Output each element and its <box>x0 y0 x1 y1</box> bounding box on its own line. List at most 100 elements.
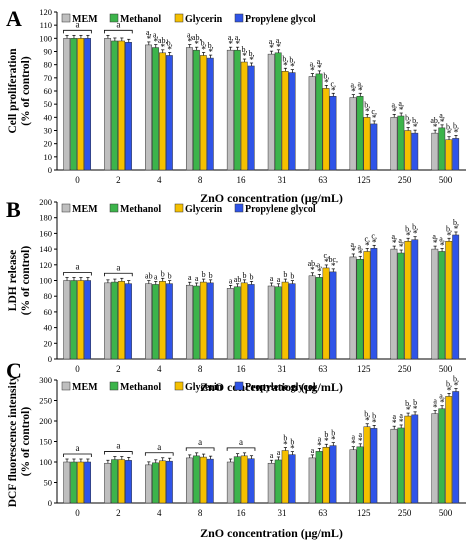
bar <box>438 408 446 504</box>
bar <box>77 461 85 504</box>
bar <box>404 130 412 171</box>
significance-letter: ab, <box>158 36 168 45</box>
bar <box>226 461 234 504</box>
significance-star: * <box>358 436 363 446</box>
significance-letter: b, <box>364 100 370 109</box>
significance-letter: a, <box>351 81 357 90</box>
bar <box>192 455 200 504</box>
significance-letter: b, <box>201 38 207 47</box>
bar <box>274 52 282 171</box>
legend-label: Glycerin <box>185 14 223 25</box>
significance-star: * <box>358 248 363 258</box>
bar <box>159 281 166 360</box>
panel-letter: B <box>6 197 21 222</box>
significance-star: * <box>276 42 281 52</box>
bar <box>356 446 364 504</box>
y-tick-label: 0 <box>48 354 52 364</box>
significance-star: * <box>290 444 295 454</box>
significance-letter: a, <box>317 260 323 269</box>
y-tick-label: 300 <box>39 375 52 385</box>
significance-letter: b, <box>453 121 459 130</box>
legend-label: Methanol <box>120 382 161 393</box>
bar <box>404 241 412 360</box>
legend-swatch <box>234 381 244 391</box>
significance-star: * <box>372 113 377 123</box>
legend-label: MEM <box>72 204 98 215</box>
x-tick-label: 8 <box>198 175 203 185</box>
bar <box>145 283 152 360</box>
y-tick-label: 200 <box>39 197 52 207</box>
bar <box>70 280 78 360</box>
significance-bracket <box>185 447 215 451</box>
x-tick-label: 63 <box>318 364 328 374</box>
legend-swatch <box>174 13 184 23</box>
significance-letter: a <box>270 451 274 460</box>
significance-star: * <box>324 436 329 446</box>
significance-star: * <box>187 37 192 47</box>
bar <box>349 256 357 360</box>
bar <box>159 460 166 504</box>
y-tick-label: 100 <box>39 457 52 467</box>
x-tick-label: 31 <box>277 175 286 185</box>
x-tick-label: 63 <box>318 508 328 518</box>
bracket-letter: a <box>116 441 120 451</box>
x-tick-label: 0 <box>75 364 80 374</box>
significance-letter: c, <box>371 231 377 240</box>
y-tick-label: 40 <box>44 112 53 122</box>
legend-swatch <box>109 13 119 23</box>
significance-star: * <box>433 122 438 132</box>
significance-star: * <box>242 51 247 61</box>
significance-letter: ab <box>145 272 153 281</box>
bar <box>370 123 378 171</box>
significance-letter: a, <box>269 37 275 46</box>
y-tick-label: 120 <box>39 7 52 17</box>
significance-star: * <box>290 62 295 72</box>
significance-star: * <box>365 416 370 426</box>
significance-letter: b, <box>412 223 418 232</box>
significance-letter: a <box>392 412 396 421</box>
bar <box>404 415 412 504</box>
bar <box>185 47 193 171</box>
y-tick-label: 40 <box>44 323 53 333</box>
significance-letter: a <box>277 448 281 457</box>
significance-letter: a, <box>439 392 445 401</box>
significance-letter: b, <box>208 41 214 50</box>
x-tick-label: 125 <box>357 364 371 374</box>
bar <box>390 428 398 504</box>
significance-star: * <box>440 240 445 250</box>
bar <box>77 38 85 171</box>
bar <box>349 449 357 504</box>
bar <box>356 96 364 171</box>
bar <box>125 42 132 171</box>
significance-bracket <box>63 453 92 457</box>
significance-star: * <box>454 127 459 137</box>
bar <box>281 450 289 504</box>
significance-star: * <box>392 238 397 248</box>
bar <box>274 286 282 360</box>
bar <box>240 282 248 360</box>
bar <box>192 49 200 171</box>
panel-letter: C <box>6 358 22 383</box>
bar <box>411 132 419 171</box>
x-tick-label: 2 <box>116 364 121 374</box>
bar <box>145 464 152 504</box>
bar <box>70 38 78 171</box>
significance-star: * <box>454 224 459 234</box>
y-tick-label: 200 <box>39 416 52 426</box>
significance-letter: b, <box>242 45 248 54</box>
bar <box>111 281 119 360</box>
significance-star: * <box>331 435 336 445</box>
x-tick-label: 0 <box>75 508 80 518</box>
bar <box>274 459 282 504</box>
bar <box>452 391 460 504</box>
y-axis-label: DCF fluorescence intensity(% of control) <box>7 375 32 507</box>
x-tick-label: 63 <box>318 175 328 185</box>
bar <box>165 460 173 504</box>
bar <box>267 53 275 171</box>
bar <box>233 286 241 360</box>
significance-letter: a <box>270 274 274 283</box>
bar <box>152 47 159 171</box>
significance-letter: a <box>229 276 233 285</box>
bar <box>431 413 439 504</box>
